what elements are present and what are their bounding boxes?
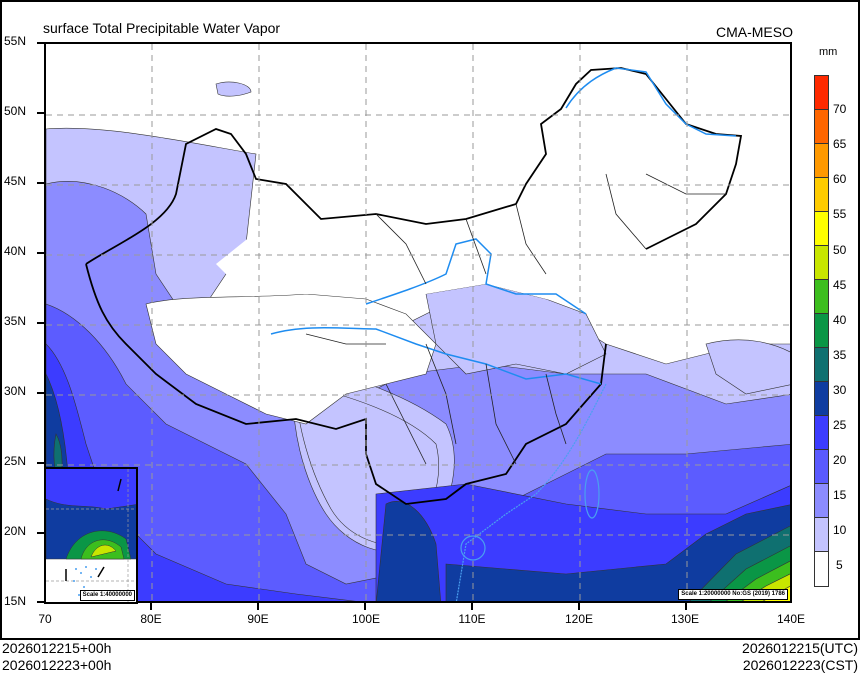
x-tick: [685, 603, 687, 610]
y-tick: [37, 601, 44, 603]
y-label-15n: 15N: [4, 594, 27, 608]
x-label-110e: 110E: [458, 612, 486, 626]
x-label-130e: 130E: [670, 612, 700, 626]
colorbar-box-50-55: [814, 211, 829, 245]
colorbar-box-65-70: [814, 109, 829, 143]
y-label-35n: 35N: [4, 314, 27, 328]
init-time: 2026012215+00h: [2, 640, 112, 656]
x-tick: [364, 603, 366, 610]
inset-map: [46, 469, 136, 602]
colorbar-box-60-65: [814, 143, 829, 177]
footer-times-left: 2026012215+00h 2026012223+00h: [2, 640, 111, 674]
map-scale-note: Scale 1:20000000 No:GS (2019) 1786: [678, 589, 788, 600]
south-china-sea-inset: Scale 1:40000000: [44, 467, 138, 604]
x-label-80e: 80E: [140, 612, 162, 626]
colorbar-label-50: 50: [833, 243, 847, 257]
colorbar-label-20: 20: [833, 453, 847, 467]
y-label-45n: 45N: [4, 174, 27, 188]
colorbar-box-40-45: [814, 279, 829, 313]
colorbar-label-10: 10: [833, 523, 847, 537]
colorbar-label-5: 5: [836, 558, 843, 572]
valid-time: 2026012223+00h: [2, 657, 112, 673]
colorbar-label-40: 40: [833, 313, 847, 327]
colorbar-label-35: 35: [833, 348, 847, 362]
y-tick: [37, 182, 44, 184]
colorbar: [814, 75, 829, 587]
x-label-120e: 120E: [564, 612, 594, 626]
y-label-20n: 20N: [4, 524, 27, 538]
colorbar-box-30-35: [814, 347, 829, 381]
colorbar-box-5-10: [814, 517, 829, 551]
utc-time: 2026012215(UTC): [742, 640, 858, 656]
y-tick: [37, 532, 44, 534]
x-tick: [257, 603, 259, 610]
colorbar-label-70: 70: [833, 102, 847, 116]
y-tick: [37, 112, 44, 114]
precipitable-water-field: [46, 44, 790, 601]
colorbar-label-25: 25: [833, 418, 847, 432]
y-label-25n: 25N: [4, 454, 27, 468]
colorbar-label-55: 55: [833, 207, 847, 221]
colorbar-box-55-60: [814, 177, 829, 211]
y-label-50n: 50N: [4, 104, 27, 118]
footer-times-right: 2026012215(UTC) 2026012223(CST): [742, 640, 858, 674]
model-label: CMA-MESO: [716, 24, 793, 40]
y-label-55n: 55N: [4, 34, 27, 48]
y-tick: [37, 462, 44, 464]
x-tick: [471, 603, 473, 610]
x-label-140e: 140E: [776, 612, 806, 626]
y-tick: [37, 392, 44, 394]
y-label-40n: 40N: [4, 244, 27, 258]
colorbar-box-below-5: [814, 551, 829, 587]
y-tick: [37, 42, 44, 44]
colorbar-label-60: 60: [833, 172, 847, 186]
inset-scale-note: Scale 1:40000000: [79, 590, 135, 601]
colorbar-label-30: 30: [833, 383, 847, 397]
colorbar-box-45-50: [814, 245, 829, 279]
colorbar-box-35-40: [814, 313, 829, 347]
x-tick: [150, 603, 152, 610]
x-label-100e: 100E: [351, 612, 381, 626]
colorbar-label-15: 15: [833, 488, 847, 502]
x-label-90e: 90E: [247, 612, 269, 626]
figure-frame: [0, 0, 860, 640]
colorbar-unit: mm: [819, 46, 838, 58]
colorbar-label-45: 45: [833, 278, 847, 292]
x-tick: [578, 603, 580, 610]
y-label-30n: 30N: [4, 384, 27, 398]
colorbar-box-15-20: [814, 449, 829, 483]
colorbar-box-25-30: [814, 381, 829, 415]
x-label-70: 70: [38, 612, 52, 626]
y-tick: [37, 322, 44, 324]
colorbar-box-20-25: [814, 415, 829, 449]
map-title: surface Total Precipitable Water Vapor: [43, 20, 281, 36]
colorbar-label-65: 65: [833, 137, 847, 151]
y-tick: [37, 252, 44, 254]
colorbar-box-10-15: [814, 483, 829, 517]
map-plot: Scale 1:20000000 No:GS (2019) 1786: [44, 42, 792, 603]
colorbar-box-70plus: [814, 75, 829, 109]
cst-time: 2026012223(CST): [742, 657, 858, 673]
